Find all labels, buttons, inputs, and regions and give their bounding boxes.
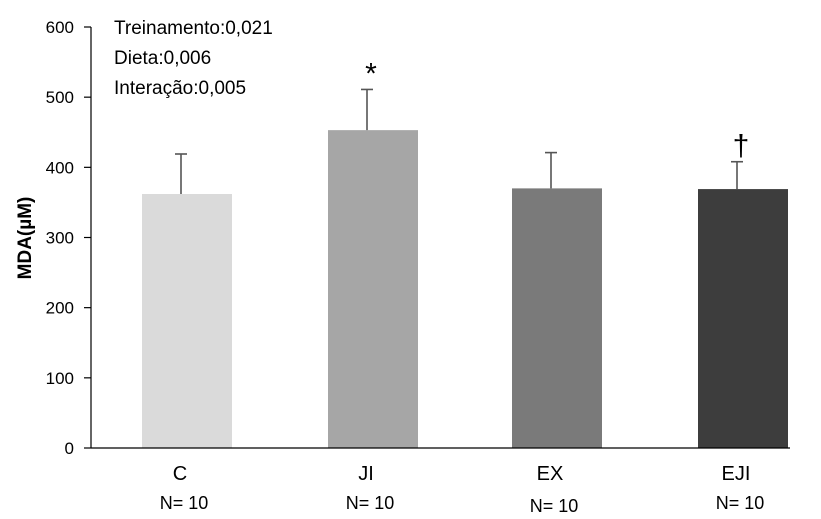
y-tick-label: 0: [65, 439, 74, 458]
x-axis-category-labels: C JI EX EJI: [173, 463, 751, 485]
bar-c: [142, 193, 232, 448]
y-tick-label: 500: [46, 88, 74, 107]
bar-ji: [328, 130, 418, 448]
sample-size-label: N= 10: [160, 493, 209, 513]
error-bars: [175, 88, 743, 194]
significance-marker: †: [733, 130, 750, 163]
y-tick-label: 200: [46, 299, 74, 318]
bar-ex: [512, 188, 602, 448]
p-value-annotation: Treinamento:0,021: [114, 18, 273, 39]
sample-size-labels: N= 10 N= 10 N= 10 N= 10: [160, 493, 765, 516]
p-value-annotation: Dieta:0,006: [114, 48, 211, 69]
x-category-label: EX: [537, 463, 564, 485]
x-category-label: C: [173, 463, 187, 485]
sample-size-label: N= 10: [346, 493, 395, 513]
sample-size-label: N= 10: [716, 493, 765, 513]
p-value-annotations: Treinamento:0,021 Dieta:0,006 Interação:0,…: [114, 18, 273, 99]
p-value-annotation: Interação:0,005: [114, 78, 246, 99]
significance-marker: *: [365, 57, 377, 90]
y-axis-ticks: 0 100 200 300 400 500 600: [46, 18, 91, 458]
sample-size-label: N= 10: [530, 496, 579, 516]
y-axis-title: MDA(µM): [15, 197, 36, 280]
x-category-label: EJI: [722, 463, 751, 485]
y-tick-label: 400: [46, 158, 74, 177]
x-category-label: JI: [358, 463, 374, 485]
bars: [142, 130, 788, 448]
axes: [90, 27, 790, 449]
y-tick-label: 300: [46, 229, 74, 248]
y-tick-label: 100: [46, 369, 74, 388]
significance-markers: *†: [365, 57, 749, 162]
y-tick-label: 600: [46, 18, 74, 37]
bar-eji: [698, 189, 788, 448]
